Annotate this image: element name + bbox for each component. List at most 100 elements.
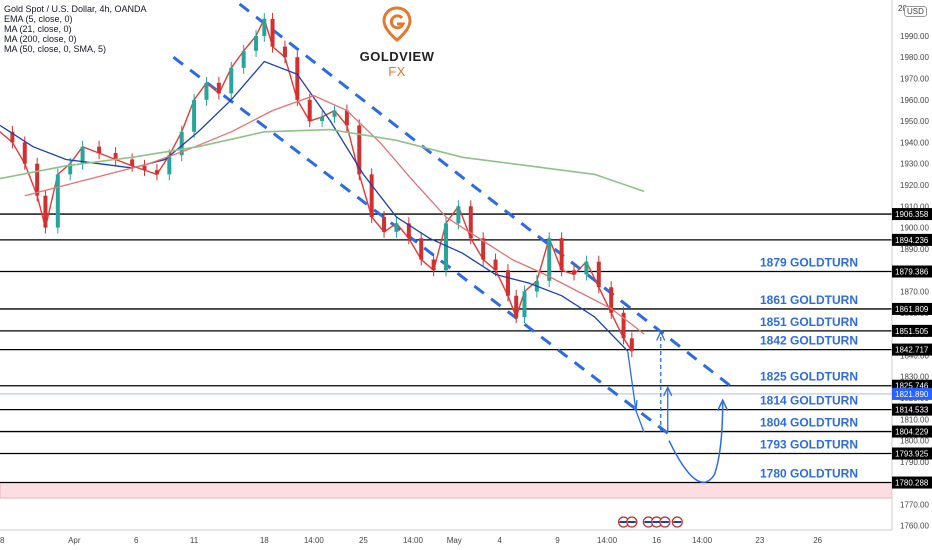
time-tick-label: 25	[359, 536, 368, 545]
time-tick-label: 16	[652, 536, 661, 545]
candle-body	[584, 261, 589, 275]
series-price	[0, 16, 633, 352]
candle-body	[130, 159, 135, 166]
candle-body	[394, 223, 399, 232]
current-price-label: 1821.890	[895, 390, 929, 399]
goldturn-label: 1780 GOLDTURN	[760, 467, 858, 481]
candle-body	[559, 238, 564, 271]
level-price-tag	[892, 208, 932, 221]
price-tick-label: 1930.00	[900, 160, 929, 169]
time-tick-label: 18	[260, 536, 269, 545]
price-tick-label: 1790.00	[900, 458, 929, 467]
candle-body	[514, 295, 519, 318]
level-price-tag	[892, 302, 932, 315]
goldturn-label: 1793 GOLDTURN	[760, 437, 858, 451]
goldturn-label: 1879 GOLDTURN	[760, 256, 858, 270]
candle-body	[344, 110, 349, 126]
legend-ma200[interactable]: MA (200, close, 0)	[4, 34, 77, 44]
goldturn-levels	[0, 213, 892, 484]
candle-body	[192, 99, 197, 132]
candle-body	[142, 165, 147, 171]
price-tick-label: 1900.00	[900, 224, 929, 233]
candle-body	[596, 261, 601, 288]
price-tick-label: 1980.00	[900, 53, 929, 62]
time-tick-label: 9	[555, 536, 560, 545]
candle-body	[229, 67, 234, 94]
candle-body	[22, 142, 27, 164]
candle-body	[369, 174, 374, 217]
price-axis: 1990.00 1980.00 1970.00 1960.00 1950.00 1940.…	[891, 0, 932, 531]
candle-body	[262, 18, 267, 36]
level-price-tag	[892, 425, 932, 438]
level-price-label: 1861.809	[895, 305, 929, 314]
legend-symbol[interactable]: Gold Spot / U.S. Dollar, 4h, OANDA	[4, 4, 147, 14]
price-tick-label: 1810.00	[900, 415, 929, 424]
goldturn-label: 1825 GOLDTURN	[760, 370, 858, 384]
candle-body	[282, 46, 287, 58]
price-tick-label: 1830.00	[900, 373, 929, 382]
price-tick-label: 1840.00	[900, 351, 929, 360]
candle-body	[68, 163, 73, 175]
demand-zone	[0, 482, 893, 499]
price-tick-label: 1800.00	[900, 437, 929, 446]
price-tick-label: 1890.00	[900, 245, 929, 254]
candle-body	[307, 99, 312, 122]
candle-body	[522, 291, 527, 318]
candle-body	[547, 238, 552, 281]
series-ma200	[0, 128, 645, 193]
goldviewfx-logo: GOLDVIEW FX	[352, 6, 442, 79]
logo-text: GOLDVIEW FX	[352, 49, 442, 79]
legend-ma21[interactable]: MA (21, close, 0)	[4, 24, 72, 34]
candle-body	[419, 238, 424, 260]
candle-body	[80, 146, 85, 164]
logo-fx: FX	[388, 64, 406, 79]
goldturn-label: 1804 GOLDTURN	[760, 416, 858, 430]
forecast-down-arrow-2	[635, 410, 645, 433]
time-tick-label: 14:00	[403, 536, 424, 545]
time-tick-label: 11	[190, 536, 199, 545]
price-tick-label: 1770.00	[900, 500, 929, 509]
time-tick-label: 26	[813, 536, 822, 545]
legend-ema5[interactable]: EMA (5, close, 0)	[4, 14, 73, 24]
level-price-tag	[892, 403, 932, 416]
price-tick-label: 1940.00	[900, 138, 929, 147]
price-tick-label: 1960.00	[900, 96, 929, 105]
level-price-tag	[892, 476, 932, 489]
candle-body	[456, 206, 461, 224]
candle-body	[204, 82, 209, 100]
time-tick-label: 14:00	[597, 536, 618, 545]
candle-body	[35, 163, 40, 196]
price-tick-label: 1970.00	[900, 75, 929, 84]
price-tick-label: 1950.00	[900, 117, 929, 126]
time-axis: 28 Apr 6 11 18 14:00 25 14:00 May 4 9 14:00 16 14:00 2…	[0, 529, 892, 545]
candle-body	[431, 259, 436, 271]
currency-badge[interactable]: USD	[904, 6, 927, 17]
candle-body	[270, 18, 275, 47]
indicator-legend: Gold Spot / U.S. Dollar, 4h, OANDA EMA (…	[4, 4, 147, 54]
level-price-label: 1804.229	[895, 428, 929, 437]
forecast-down-arrow	[627, 351, 637, 411]
zone-rect	[0, 482, 893, 499]
candle-body	[320, 116, 325, 122]
candle-body	[444, 223, 448, 271]
legend-ma50[interactable]: MA (50, close, 0, SMA, 5)	[4, 44, 107, 54]
series-ma21	[0, 60, 629, 352]
arrowhead	[656, 330, 666, 341]
level-price-tag	[892, 233, 932, 246]
time-tick-label: Apr	[68, 536, 81, 545]
forecast-arrows	[627, 330, 729, 484]
time-tick-label: 14:00	[304, 536, 325, 545]
candle-body	[406, 223, 411, 239]
moving-averages	[0, 12, 645, 358]
level-price-tag	[892, 265, 932, 278]
level-price-label: 1793.925	[895, 449, 929, 458]
candle-body	[154, 170, 159, 175]
level-price-label: 1842.717	[895, 346, 929, 355]
candle-body	[357, 125, 362, 175]
goldturn-label: 1851 GOLDTURN	[760, 315, 858, 329]
arrowhead	[663, 385, 673, 397]
level-price-tag	[892, 447, 932, 460]
time-tick-label: 28	[0, 536, 5, 545]
candle-body	[254, 35, 259, 51]
